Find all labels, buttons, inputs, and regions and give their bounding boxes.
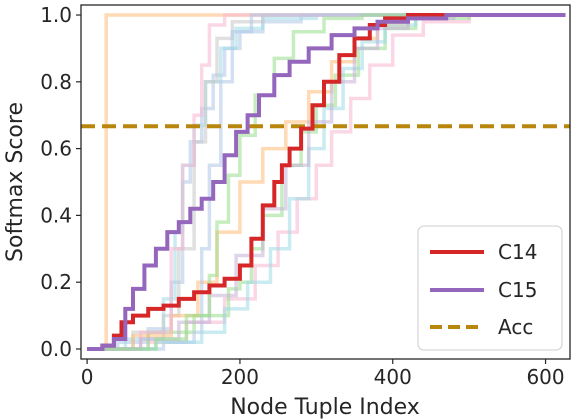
y-tick-label: 1.0 — [40, 3, 72, 27]
series-line-c15 — [87, 13, 566, 351]
plot-frame — [80, 4, 571, 360]
series-line-faint-11 — [87, 13, 566, 351]
y-axis-label: Softmax Score — [3, 102, 28, 262]
legend-frame — [417, 225, 563, 351]
series-line-faint-13 — [87, 13, 566, 351]
x-tick-label: 400 — [374, 365, 412, 389]
legend-label-c15: C15 — [498, 278, 537, 302]
series-line-faint-8 — [87, 13, 566, 351]
y-tick-label: 0.8 — [40, 70, 72, 94]
x-axis-ticks: 0 200 400 600 — [81, 359, 565, 389]
y-tick-label: 0.0 — [40, 337, 72, 361]
series-line-faint-9 — [87, 13, 566, 351]
legend: C14 C15 Acc — [417, 225, 563, 351]
legend-label-acc: Acc — [498, 315, 533, 339]
y-tick-label: 0.2 — [40, 270, 72, 294]
y-tick-label: 0.4 — [40, 203, 72, 227]
x-tick-label: 200 — [221, 365, 259, 389]
series-line-c14 — [87, 13, 566, 351]
x-axis-label: Node Tuple Index — [230, 395, 420, 419]
x-tick-label: 600 — [526, 365, 564, 389]
x-tick-label: 0 — [81, 365, 94, 389]
y-axis-ticks: 0.0 0.2 0.4 0.6 0.8 1.0 — [40, 3, 81, 361]
main-series-group — [87, 13, 566, 351]
y-tick-label: 0.6 — [40, 137, 72, 161]
series-line-faint-12 — [87, 13, 566, 351]
legend-label-c14: C14 — [498, 240, 537, 264]
